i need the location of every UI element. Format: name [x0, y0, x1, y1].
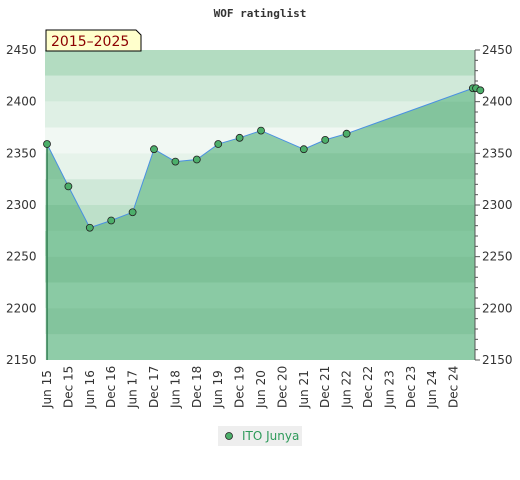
data-point: [150, 145, 158, 154]
data-point: [128, 208, 137, 217]
area-band: [45, 334, 475, 360]
x-tick-label: Jun 21: [297, 370, 311, 409]
x-axis-labels: Jun 15 Dec 15 Jun 16 Dec 16 Jun 17 Dec 17 Jun …: [40, 366, 461, 409]
period-badge-box: [45, 29, 142, 52]
period-badge-label: 2015–2025: [51, 34, 129, 50]
y-tick-label-left: 2150: [6, 353, 37, 367]
x-tick-label: Jun 19: [211, 370, 225, 409]
data-point: [107, 216, 116, 225]
data-point: [257, 126, 265, 135]
data-point: [43, 140, 51, 148]
legend-label: ITO Junya: [242, 429, 299, 443]
y-tick-label-right: 2300: [482, 198, 513, 212]
chart-title: WOF ratinglist: [214, 7, 307, 20]
x-tick-label: Jun 23: [382, 370, 396, 409]
x-tick-label: Dec 17: [147, 366, 161, 408]
x-tick-label: Dec 21: [318, 366, 332, 408]
x-tick-label: Jun 17: [126, 370, 140, 409]
y-tick-label-left: 2200: [6, 301, 37, 315]
bg-band: [45, 50, 475, 76]
data-point: [299, 145, 308, 154]
data-point: [214, 140, 223, 148]
x-tick-label: Dec 15: [61, 366, 75, 408]
legend-box: [218, 426, 302, 446]
y-axis-right-labels: 2150 2200 2250 2300 2350 2400 2450: [482, 43, 513, 367]
data-point: [192, 155, 201, 164]
area-band: [47, 308, 475, 335]
x-tick-label: Dec 18: [190, 366, 204, 408]
y-axis-left-labels: 2150 2200 2250 2300 2350 2400 2450: [6, 43, 37, 367]
y-tick-label-left: 2400: [6, 95, 37, 109]
series-area: [47, 88, 481, 360]
data-point: [321, 135, 330, 144]
data-point: [342, 129, 351, 138]
y-tick-label-left: 2450: [6, 43, 37, 57]
x-tick-label: Jun 24: [425, 370, 439, 409]
x-tick-label: Dec 22: [361, 366, 375, 408]
y-tick-label-right: 2350: [482, 146, 513, 160]
data-point: [85, 223, 94, 232]
bg-band: [45, 75, 475, 102]
x-tick-label: Dec 16: [104, 366, 118, 408]
x-tick-label: Jun 22: [340, 370, 354, 409]
y-tick-label-left: 2350: [6, 146, 37, 160]
x-tick-label: Dec 24: [447, 366, 461, 408]
y-tick-label-right: 2400: [482, 95, 513, 109]
y-tick-label-right: 2450: [482, 43, 513, 57]
data-point: [171, 157, 180, 166]
period-badge: 2015–2025: [45, 29, 142, 52]
x-tick-label: Jun 15: [40, 370, 54, 409]
x-tick-label: Dec 19: [233, 366, 247, 408]
data-point: [235, 133, 244, 142]
x-tick-label: Dec 20: [275, 366, 289, 408]
area-band: [47, 256, 475, 283]
y-tick-label-right: 2250: [482, 250, 513, 264]
axes-layer: [46, 49, 480, 361]
data-point: [64, 182, 73, 191]
x-tick-label: Jun 16: [83, 370, 97, 409]
area-band: [45, 231, 475, 257]
y-tick-label-left: 2250: [6, 250, 37, 264]
y-tick-label-right: 2150: [482, 353, 513, 367]
x-tick-label: Dec 23: [404, 366, 418, 408]
data-point: [476, 86, 485, 95]
legend-marker: [225, 432, 233, 440]
points-layer: [43, 84, 485, 232]
area-band: [45, 283, 475, 309]
y-tick-label-left: 2300: [6, 198, 37, 212]
y-tick-label-right: 2200: [482, 301, 513, 315]
legend: ITO Junya: [218, 426, 302, 446]
x-tick-label: Jun 18: [168, 370, 182, 409]
x-tick-label: Jun 20: [254, 370, 268, 409]
